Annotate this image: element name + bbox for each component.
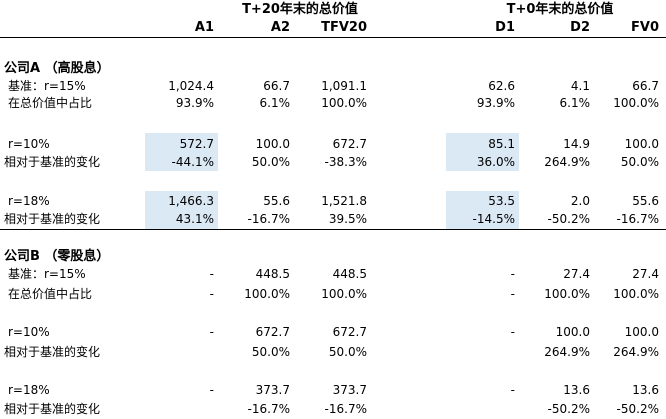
row-label: 基准：r=15%: [8, 79, 86, 93]
col-d2-cell: 27.4: [563, 267, 590, 281]
col-a2-cell: -16.7%: [247, 212, 290, 226]
col-tfv20-cell: 1,091.1: [321, 79, 367, 93]
col-d1-cell: -: [510, 383, 515, 397]
col-d2-cell: 4.1: [570, 79, 590, 93]
highlight-a1-r18: [145, 191, 218, 229]
col-d2-cell: 264.9%: [544, 155, 590, 169]
col-fv0-cell: 100.0%: [613, 287, 659, 301]
col-a1-cell: 572.7: [179, 137, 214, 151]
col-fv0-cell: 100.0%: [613, 96, 659, 110]
col-a1-cell: -: [209, 287, 214, 301]
col-fv0-cell: -50.2%: [616, 402, 659, 416]
col-a2-cell: 6.1%: [259, 96, 291, 110]
row-label: r=18%: [8, 383, 50, 397]
row-label: 基准：r=15%: [8, 267, 86, 281]
col-d1-cell: -: [510, 267, 515, 281]
col-tfv20-cell: 672.7: [332, 325, 367, 339]
col-d2-cell: 100.0: [555, 325, 590, 339]
row-label: 相对于基准的变化: [4, 155, 101, 169]
col-a2-cell: 672.7: [255, 325, 290, 339]
col-fv0-cell: 66.7: [632, 79, 659, 93]
col-d2-cell: 100.0%: [544, 287, 590, 301]
row-label: 相对于基准的变化: [4, 402, 101, 416]
company-b-title: 公司B （零股息）: [4, 249, 110, 264]
col-d2-header: D2: [570, 20, 590, 35]
col-d1-cell: -: [510, 287, 515, 301]
company-a-title: 公司A （高股息）: [4, 61, 110, 76]
highlight-a1-r10: [145, 133, 218, 171]
row-label: 相对于基准的变化: [4, 345, 101, 359]
col-a2-cell: 66.7: [263, 79, 290, 93]
col-tfv20-cell: 448.5: [332, 267, 367, 281]
row-label: 在总价值中占比: [8, 287, 93, 301]
col-tfv20-cell: -38.3%: [324, 155, 367, 169]
col-a2-cell: 55.6: [263, 194, 290, 208]
col-d2-cell: 13.6: [563, 383, 590, 397]
col-d1-header: D1: [495, 20, 515, 35]
row-label: 相对于基准的变化: [4, 212, 101, 226]
col-fv0-cell: -16.7%: [616, 212, 659, 226]
col-a1-cell: 93.9%: [175, 96, 214, 110]
col-a2-cell: 100.0: [255, 137, 290, 151]
highlight-d1-r18: [446, 191, 519, 229]
col-tfv20-cell: 373.7: [332, 383, 367, 397]
col-a2-cell: 100.0%: [244, 287, 290, 301]
col-a2-cell: 50.0%: [251, 345, 290, 359]
col-a2-cell: -16.7%: [247, 402, 290, 416]
col-a1-cell: 1,024.4: [168, 79, 214, 93]
col-a1-cell: -44.1%: [171, 155, 214, 169]
header-rule: [0, 37, 666, 38]
highlight-d1-r10: [446, 133, 519, 171]
row-label: r=18%: [8, 194, 50, 208]
col-a1-header: A1: [194, 20, 214, 35]
col-fv0-cell: 50.0%: [620, 155, 659, 169]
group-header-left: T+20年末的总价值: [242, 2, 358, 17]
col-a1-cell: 1,466.3: [168, 194, 214, 208]
col-a1-cell: -: [209, 325, 214, 339]
col-d2-cell: 6.1%: [559, 96, 591, 110]
col-d2-cell: -50.2%: [547, 402, 590, 416]
col-d1-cell: 36.0%: [476, 155, 515, 169]
col-fv0-cell: 264.9%: [613, 345, 659, 359]
col-a2-cell: 50.0%: [251, 155, 290, 169]
col-d1-cell: 93.9%: [476, 96, 515, 110]
group-header-right: T+0年末的总价值: [506, 2, 614, 17]
col-tfv20-cell: 672.7: [332, 137, 367, 151]
col-a1-cell: 43.1%: [175, 212, 214, 226]
col-d2-cell: 264.9%: [544, 345, 590, 359]
col-tfv20-cell: 39.5%: [328, 212, 367, 226]
col-a2-cell: 373.7: [255, 383, 290, 397]
col-fv0-cell: 100.0: [624, 325, 659, 339]
col-fv0-cell: 27.4: [632, 267, 659, 281]
col-tfv20-cell: -16.7%: [324, 402, 367, 416]
row-label: 在总价值中占比: [8, 96, 93, 110]
col-fv0-cell: 13.6: [632, 383, 659, 397]
col-a1-cell: -: [209, 383, 214, 397]
col-d1-cell: -: [510, 325, 515, 339]
col-tfv20-cell: 1,521.8: [321, 194, 367, 208]
col-a1-cell: -: [209, 267, 214, 281]
row-label: r=10%: [8, 137, 50, 151]
col-tfv20-cell: 50.0%: [328, 345, 367, 359]
col-tfv20-cell: 100.0%: [321, 96, 367, 110]
col-a2-cell: 448.5: [255, 267, 290, 281]
col-d2-cell: 14.9: [563, 137, 590, 151]
col-d1-cell: 53.5: [488, 194, 515, 208]
col-fv0-header: FV0: [631, 20, 659, 35]
col-d2-cell: -50.2%: [547, 212, 590, 226]
col-a2-header: A2: [270, 20, 290, 35]
col-fv0-cell: 100.0: [624, 137, 659, 151]
col-tfv20-cell: 100.0%: [321, 287, 367, 301]
col-tfv20-header: TFV20: [321, 20, 367, 35]
col-d1-cell: -14.5%: [472, 212, 515, 226]
col-d1-cell: 62.6: [488, 79, 515, 93]
col-d2-cell: 2.0: [570, 194, 590, 208]
row-label: r=10%: [8, 325, 50, 339]
col-d1-cell: 85.1: [488, 137, 515, 151]
section-divider: [0, 229, 666, 230]
col-fv0-cell: 55.6: [632, 194, 659, 208]
